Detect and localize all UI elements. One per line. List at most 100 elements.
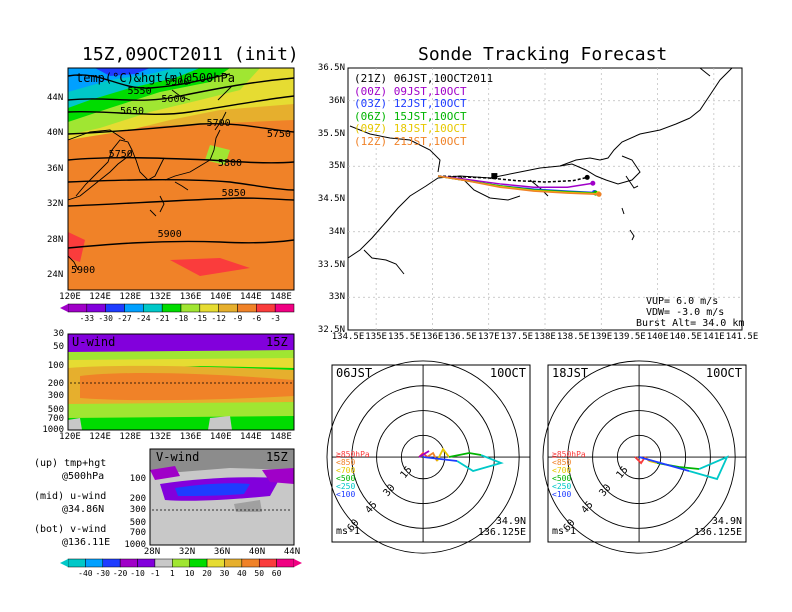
track-xtick: 141.5E — [725, 332, 759, 342]
track-info-burst: Burst Alt= 34.0 km — [636, 318, 745, 329]
hodo-date: 10OCT — [705, 366, 742, 380]
uwind-ytick: 1000 — [42, 425, 64, 435]
note-bot-1: (bot) v-wind — [34, 524, 107, 535]
note-mid-1: (mid) u-wind — [34, 491, 107, 502]
hodo-trace — [448, 452, 482, 458]
track-endpoint-1 — [590, 180, 596, 186]
map500-ytick: 40N — [47, 128, 64, 138]
hodo-level: <700 — [552, 466, 572, 475]
track-ytick: 33.5N — [317, 259, 345, 270]
map500-xtick: 124E — [89, 292, 111, 302]
vwind-xtick: 32N — [178, 547, 196, 557]
left-title: 15Z,09OCT2011 (init) — [82, 44, 299, 65]
track-xtick: 137.5E — [500, 332, 534, 342]
map500-ytick: 44N — [47, 92, 64, 103]
contour-label: 5600 — [161, 94, 186, 106]
track-endpoint-5 — [596, 191, 602, 197]
hodo-level: <500 — [552, 474, 572, 483]
track-ytick: 34N — [328, 226, 345, 237]
track-xtick: 136.5E — [444, 332, 477, 342]
map500-xtick: 148E — [270, 292, 292, 302]
note-mid-2: @34.86N — [62, 504, 105, 515]
temp-colorbar-swatch — [274, 303, 295, 313]
track-xtick: 140.5E — [669, 332, 702, 342]
hodo-loc-lat: 34.9N — [495, 516, 526, 527]
temp-colorbar-label: -30 — [98, 314, 113, 323]
track-marker — [491, 173, 498, 180]
track-endpoint-0 — [584, 174, 590, 180]
wind-colorbar-label: 50 — [254, 569, 265, 578]
map500-ytick: 24N — [47, 270, 64, 280]
hodo-trace — [648, 460, 658, 464]
hodo-date: 10OCT — [489, 366, 526, 380]
temp-colorbar-label: -33 — [79, 314, 95, 323]
hodo-units: ms-1 — [336, 526, 361, 537]
temp-colorbar-label: -24 — [136, 314, 151, 323]
uwind-ytick: 300 — [47, 391, 64, 401]
hodo-trace — [638, 456, 690, 472]
hodo-trace — [688, 455, 729, 481]
hodo-level: <850 — [336, 458, 356, 467]
map500-ytick: 28N — [47, 234, 64, 245]
vwind-label: V-wind — [156, 450, 200, 464]
hodo-loc-lon: 136.125E — [693, 527, 742, 538]
hodo-time: 06JST — [336, 366, 373, 380]
contour-label: 5800 — [217, 157, 242, 169]
track-series-1 — [437, 175, 593, 188]
uwind-ytick: 100 — [47, 361, 64, 371]
vwind-ytick: 200 — [129, 494, 146, 504]
note-up-2: @500hPa — [62, 471, 105, 482]
uwind-xtick: 140E — [209, 432, 232, 442]
temp-colorbar-label: -6 — [251, 314, 262, 323]
map500-xtick: 128E — [119, 292, 142, 302]
map500-xtick: 132E — [149, 292, 172, 302]
note-up-1: (up) tmp+hgt — [34, 458, 107, 469]
track-legend-item: (06Z) 15JST,10OCT — [354, 109, 467, 123]
uwind-xtick: 148E — [270, 432, 292, 442]
contour-label: 5700 — [206, 117, 231, 129]
track-legend-item: (03Z) 12JST,10OCT — [354, 97, 467, 110]
track-xtick: 141E — [703, 332, 725, 342]
track-ytick: 33N — [328, 292, 345, 303]
wind-colorbar-label: 30 — [219, 569, 230, 578]
wind-colorbar-label: 20 — [202, 569, 212, 578]
hodo-level: <500 — [336, 474, 356, 483]
uwind-ytick: 50 — [53, 342, 64, 352]
wind-colorbar-label: -10 — [130, 569, 145, 578]
uwind-xtick: 132E — [149, 432, 172, 442]
temp-colorbar-label: -27 — [117, 314, 132, 323]
hodo-loc-lon: 136.125E — [477, 527, 526, 538]
vwind-ytick: 100 — [129, 474, 146, 484]
vwind-ytick: 300 — [129, 505, 146, 515]
vwind-xtick: 44N — [283, 547, 301, 557]
hodo-trace — [436, 447, 450, 462]
track-xtick: 135E — [365, 332, 387, 342]
track-legend-item: (12Z) 21JST,10OCT — [354, 134, 467, 148]
track-xtick: 139.5E — [613, 332, 646, 342]
vwind-xtick: 28N — [143, 547, 161, 557]
temp-colorbar-label: -12 — [211, 314, 226, 323]
contour-label: 5650 — [119, 106, 145, 118]
uwind-xtick: 128E — [119, 432, 142, 442]
uwind-time: 15Z — [266, 335, 288, 349]
uwind-ytick: 200 — [47, 379, 64, 389]
hodo-level: ≧850hPa — [552, 450, 586, 459]
wind-colorbar-label: 1 — [169, 569, 175, 578]
wind-colorbar-label: -30 — [95, 569, 110, 578]
track-xtick: 138E — [534, 332, 556, 342]
temp-colorbar-label: -18 — [173, 314, 189, 323]
temp-colorbar-label: -21 — [154, 314, 170, 323]
right-title: Sonde Tracking Forecast — [418, 44, 668, 65]
map500-ytick: 32N — [47, 199, 64, 209]
note-bot-2: @136.11E — [62, 537, 111, 548]
vwind-ytick: 500 — [129, 518, 146, 528]
hodo-level: <100 — [552, 490, 572, 499]
hodo-level: <100 — [336, 490, 356, 499]
track-series-0 — [438, 175, 588, 183]
